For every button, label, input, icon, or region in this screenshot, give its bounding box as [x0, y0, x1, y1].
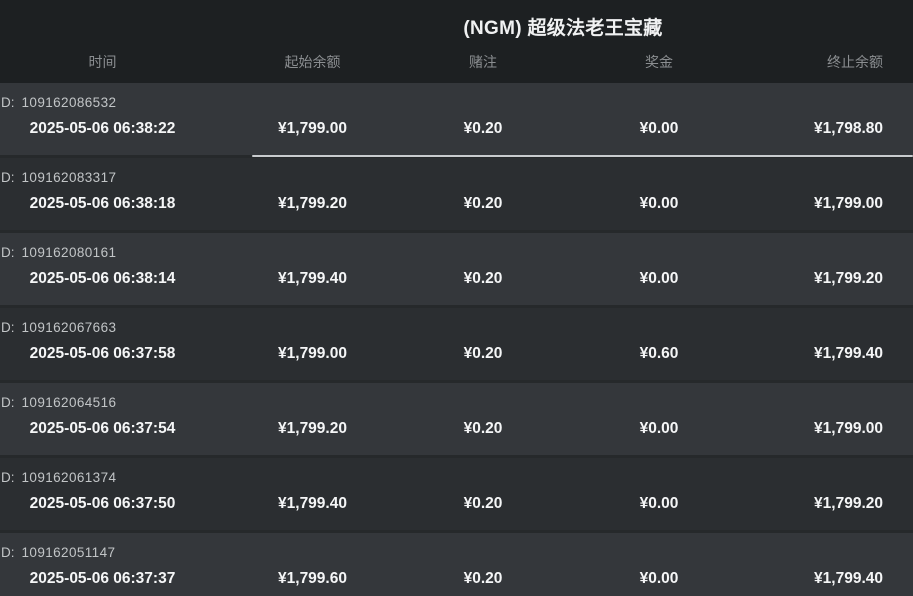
cell-start-balance: ¥1,799.40	[278, 270, 347, 287]
round-id: D: 109162086532	[0, 95, 913, 110]
history-row: D: 109162061374 2025-05-06 06:37:50 ¥1,79…	[0, 458, 913, 533]
column-header-start-balance: 起始余额	[284, 54, 341, 70]
round-id-label: D:	[1, 95, 15, 110]
cell-prize: ¥0.00	[639, 420, 679, 437]
round-id-value: 109162083317	[21, 170, 117, 185]
round-id: D: 109162083317	[0, 170, 913, 185]
history-row: D: 109162064516 2025-05-06 06:37:54 ¥1,79…	[0, 383, 913, 458]
game-title: (NGM) 超级法老王宝藏	[463, 18, 663, 39]
cell-end-balance: ¥1,799.00	[814, 420, 883, 437]
cell-time: 2025-05-06 06:38:18	[29, 195, 176, 212]
cell-time: 2025-05-06 06:38:14	[29, 270, 176, 287]
cell-bet: ¥0.20	[463, 195, 503, 212]
history-row: D: 109162086532 2025-05-06 06:38:22 ¥1,79…	[0, 83, 913, 158]
round-id: D: 109162067663	[0, 320, 913, 335]
cell-end-balance: ¥1,799.40	[814, 570, 883, 587]
history-row: D: 109162067663 2025-05-06 06:37:58 ¥1,79…	[0, 308, 913, 383]
column-header-end-balance: 终止余额	[827, 54, 883, 70]
round-id: D: 109162064516	[0, 395, 913, 410]
cell-prize: ¥0.00	[639, 120, 679, 137]
page-header: (NGM) 超级法老王宝藏 时间 起始余额 赌注 奖金 终止余额	[0, 0, 913, 83]
history-row: D: 109162051147 2025-05-06 06:37:37 ¥1,79…	[0, 533, 913, 596]
round-id-value: 109162086532	[21, 95, 117, 110]
cell-start-balance: ¥1,799.20	[278, 420, 347, 437]
cell-start-balance: ¥1,799.40	[278, 495, 347, 512]
history-row: D: 109162080161 2025-05-06 06:38:14 ¥1,79…	[0, 233, 913, 308]
round-id-label: D:	[1, 320, 15, 335]
cell-prize: ¥0.00	[639, 570, 679, 587]
round-id-label: D:	[1, 395, 15, 410]
cell-start-balance: ¥1,799.20	[278, 195, 347, 212]
cell-time: 2025-05-06 06:37:50	[29, 495, 176, 512]
column-header-prize: 奖金	[645, 54, 673, 70]
round-id-value: 109162064516	[21, 395, 117, 410]
cell-start-balance: ¥1,799.00	[278, 120, 347, 137]
column-header-bet: 赌注	[469, 54, 497, 70]
column-header-row: 时间 起始余额 赌注 奖金 终止余额	[0, 54, 913, 70]
history-table: D: 109162086532 2025-05-06 06:38:22 ¥1,79…	[0, 83, 913, 596]
cell-start-balance: ¥1,799.00	[278, 345, 347, 362]
cell-bet: ¥0.20	[463, 345, 503, 362]
round-id-value: 109162067663	[21, 320, 117, 335]
cell-prize: ¥0.00	[639, 195, 679, 212]
column-header-time: 时间	[88, 54, 117, 70]
cell-time: 2025-05-06 06:37:37	[29, 570, 176, 587]
cell-end-balance: ¥1,798.80	[814, 120, 883, 137]
round-id-label: D:	[1, 545, 15, 560]
cell-start-balance: ¥1,799.60	[278, 570, 347, 587]
cell-end-balance: ¥1,799.20	[814, 495, 883, 512]
cell-bet: ¥0.20	[463, 495, 503, 512]
round-id-label: D:	[1, 470, 15, 485]
cell-time: 2025-05-06 06:37:58	[29, 345, 176, 362]
cell-time: 2025-05-06 06:38:22	[29, 120, 176, 137]
cell-bet: ¥0.20	[463, 570, 503, 587]
cell-end-balance: ¥1,799.00	[814, 195, 883, 212]
round-id-label: D:	[1, 170, 15, 185]
cell-bet: ¥0.20	[463, 270, 503, 287]
cell-time: 2025-05-06 06:37:54	[29, 420, 176, 437]
cell-end-balance: ¥1,799.40	[814, 345, 883, 362]
cell-end-balance: ¥1,799.20	[814, 270, 883, 287]
horizontal-scrollbar-thumb[interactable]	[252, 155, 913, 157]
round-id: D: 109162051147	[0, 545, 913, 560]
round-id: D: 109162080161	[0, 245, 913, 260]
history-row: D: 109162083317 2025-05-06 06:38:18 ¥1,79…	[0, 158, 913, 233]
cell-prize: ¥0.60	[639, 345, 679, 362]
cell-bet: ¥0.20	[463, 420, 503, 437]
cell-prize: ¥0.00	[639, 270, 679, 287]
round-id-value: 109162080161	[21, 245, 117, 260]
round-id-value: 109162051147	[21, 545, 116, 560]
round-id-value: 109162061374	[21, 470, 117, 485]
round-id: D: 109162061374	[0, 470, 913, 485]
round-id-label: D:	[1, 245, 15, 260]
cell-bet: ¥0.20	[463, 120, 503, 137]
cell-prize: ¥0.00	[639, 495, 679, 512]
